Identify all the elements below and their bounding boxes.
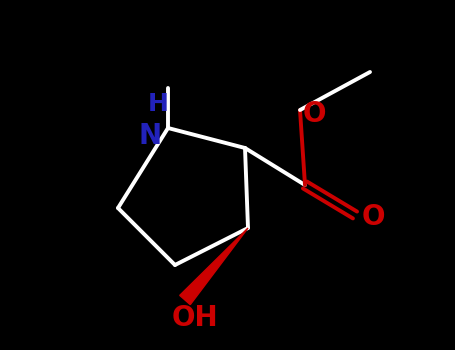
Polygon shape bbox=[180, 228, 248, 304]
Text: OH: OH bbox=[172, 304, 218, 332]
Text: H: H bbox=[147, 92, 168, 116]
Text: N: N bbox=[138, 122, 162, 150]
Text: O: O bbox=[302, 100, 326, 128]
Text: O: O bbox=[361, 203, 385, 231]
